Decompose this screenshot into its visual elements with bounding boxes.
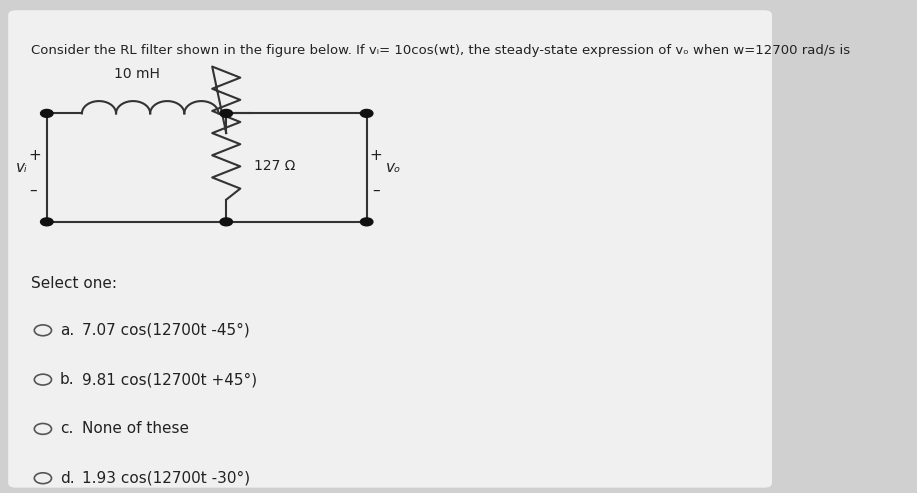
Text: vₒ: vₒ xyxy=(386,160,402,175)
Text: 7.07 cos(12700t -45°): 7.07 cos(12700t -45°) xyxy=(82,323,249,338)
Text: +: + xyxy=(370,148,382,163)
Text: Select one:: Select one: xyxy=(31,276,117,291)
Text: b.: b. xyxy=(61,372,74,387)
Text: None of these: None of these xyxy=(82,422,189,436)
Text: d.: d. xyxy=(61,471,74,486)
Text: 10 mH: 10 mH xyxy=(114,68,160,81)
Text: 9.81 cos(12700t +45°): 9.81 cos(12700t +45°) xyxy=(82,372,257,387)
Text: 1.93 cos(12700t -30°): 1.93 cos(12700t -30°) xyxy=(82,471,250,486)
Text: vᵢ: vᵢ xyxy=(16,160,28,175)
Circle shape xyxy=(220,218,233,226)
Circle shape xyxy=(40,218,53,226)
Circle shape xyxy=(360,218,373,226)
Circle shape xyxy=(40,109,53,117)
Circle shape xyxy=(360,109,373,117)
Text: –: – xyxy=(372,182,380,197)
Circle shape xyxy=(220,109,233,117)
Text: c.: c. xyxy=(61,422,73,436)
Text: Consider the RL filter shown in the figure below. If vᵢ= 10cos(wt), the steady-s: Consider the RL filter shown in the figu… xyxy=(31,44,850,57)
Text: –: – xyxy=(29,182,37,197)
Text: +: + xyxy=(28,148,41,163)
FancyBboxPatch shape xyxy=(8,10,772,488)
Text: a.: a. xyxy=(61,323,74,338)
Text: 127 Ω: 127 Ω xyxy=(253,159,295,174)
